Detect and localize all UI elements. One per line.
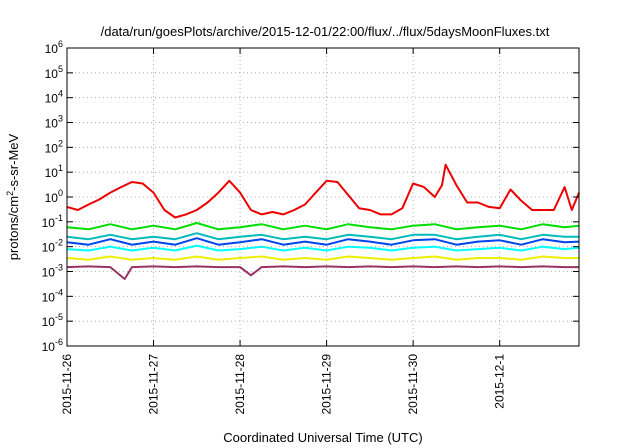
y-tick-label: 102	[45, 138, 63, 155]
y-tick-label-base: 10	[45, 117, 59, 131]
x-tick-label: 2015-11-27	[147, 354, 161, 415]
y-tick-label-base: 10	[42, 290, 56, 304]
x-tick-label: 2015-11-30	[406, 354, 420, 415]
y-tick-label-base: 10	[42, 315, 56, 329]
series-line	[66, 244, 580, 252]
y-tick-label-base: 10	[45, 67, 59, 81]
y-tick-label-base: 10	[45, 141, 59, 155]
chart-title: /data/run/goesPlots/archive/2015-12-01/2…	[101, 24, 550, 39]
y-tick-label-exp: -6	[55, 337, 63, 347]
y-tick-label: 10-3	[42, 263, 63, 280]
y-tick-label: 104	[45, 89, 63, 106]
y-tick-label-exp: 2	[58, 138, 63, 148]
x-tick-label: 2015-11-29	[320, 354, 334, 415]
y-tick-label-exp: 3	[58, 114, 63, 124]
series-line	[66, 232, 579, 241]
y-tick-label: 100	[45, 188, 63, 205]
y-tick-label: 105	[45, 64, 63, 81]
y-tick-label: 10-5	[42, 312, 63, 329]
y-tick-label-base: 10	[45, 166, 59, 180]
y-tick-labels: 10-610-510-410-310-210-11001011021031041…	[42, 39, 63, 354]
x-tick-labels: 2015-11-26 2015-11-27 2015-11-28 2015-11-29…	[60, 354, 507, 415]
y-tick-label-base: 10	[45, 42, 59, 56]
y-tick-label: 101	[45, 163, 63, 180]
y-tick-label-exp: -2	[55, 238, 63, 248]
y-tick-label-base: 10	[42, 266, 56, 280]
series-line	[66, 265, 579, 280]
y-tick-label: 10-6	[42, 337, 63, 354]
y-axis-label-suffix: -s-sr-MeV	[6, 133, 21, 190]
x-tick-label: 2015-11-26	[60, 354, 74, 415]
y-tick-label-exp: 6	[58, 39, 63, 49]
y-axis-label: protons/cm2-s-sr-MeV	[5, 133, 21, 260]
y-tick-label-exp: -1	[55, 213, 63, 223]
y-tick-label-exp: 4	[58, 89, 63, 99]
y-axis-label-sup: 2	[5, 191, 15, 196]
y-tick-label: 106	[45, 39, 63, 56]
y-tick-label-exp: 1	[58, 163, 63, 173]
series-line	[66, 163, 580, 219]
axis-ticks	[66, 47, 579, 347]
series-line	[66, 237, 580, 246]
y-tick-label: 10-1	[42, 213, 63, 230]
y-tick-label-base: 10	[42, 241, 56, 255]
x-axis-label: Coordinated Universal Time (UTC)	[223, 430, 422, 445]
y-axis-label-prefix: protons/cm	[6, 196, 21, 260]
y-tick-label-base: 10	[42, 340, 56, 354]
x-tick-label: 2015-12-1	[493, 354, 507, 409]
y-tick-label-base: 10	[45, 191, 59, 205]
y-tick-label-exp: -3	[55, 263, 63, 273]
y-tick-label-base: 10	[45, 92, 59, 106]
series-line	[66, 222, 580, 231]
series-group	[66, 163, 580, 280]
y-tick-label-exp: -5	[55, 312, 63, 322]
y-tick-label: 10-2	[42, 238, 63, 255]
x-tick-label: 2015-11-28	[233, 354, 247, 415]
grid	[67, 48, 579, 346]
y-tick-label-base: 10	[42, 216, 56, 230]
y-tick-label-exp: 5	[58, 64, 63, 74]
y-tick-label: 103	[45, 114, 63, 131]
y-tick-label-exp: -4	[55, 287, 63, 297]
y-tick-label-exp: 0	[58, 188, 63, 198]
y-tick-label: 10-4	[42, 287, 63, 304]
series-line	[66, 255, 579, 261]
